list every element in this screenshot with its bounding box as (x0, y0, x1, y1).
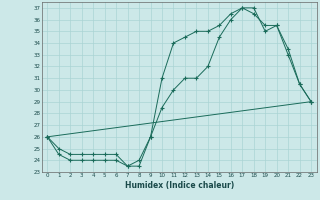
X-axis label: Humidex (Indice chaleur): Humidex (Indice chaleur) (124, 181, 234, 190)
